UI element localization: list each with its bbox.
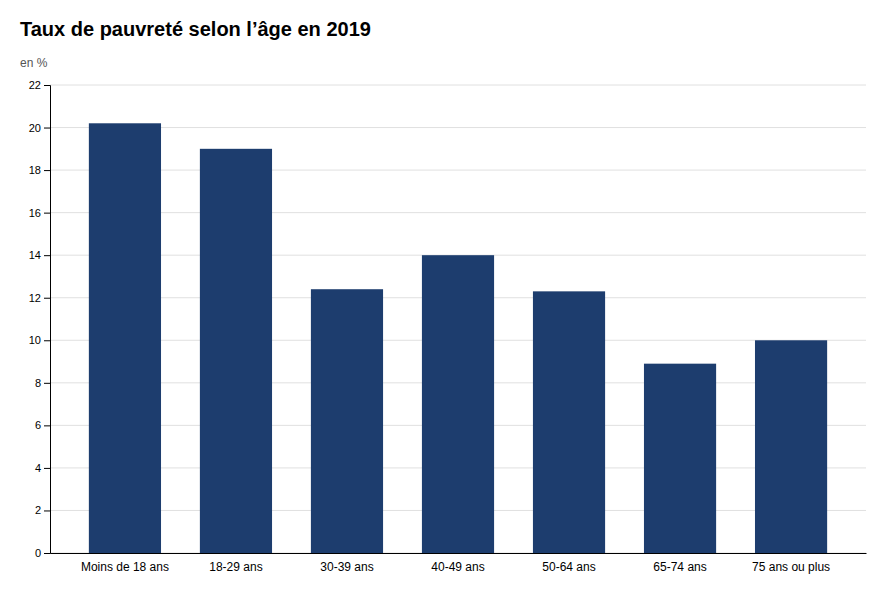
y-tick-label: 0 (35, 547, 41, 559)
x-tick: 75 ans ou plus (752, 560, 830, 574)
y-tick-mark (44, 255, 50, 256)
grid (50, 85, 866, 553)
x-tick: 30-39 ans (320, 560, 373, 574)
y-tick-mark (44, 298, 50, 299)
x-tick-label: 65-74 ans (653, 560, 706, 574)
y-tick: 16 (29, 207, 50, 219)
grid-line (50, 127, 866, 128)
y-tick: 8 (35, 377, 50, 389)
y-tick: 6 (35, 419, 50, 431)
x-tick-label: 30-39 ans (320, 560, 373, 574)
y-tick-label: 14 (29, 249, 41, 261)
x-tick-label: 50-64 ans (542, 560, 595, 574)
y-tick: 20 (29, 122, 50, 134)
y-tick-label: 16 (29, 207, 41, 219)
y-tick-mark (44, 170, 50, 171)
y-tick: 12 (29, 292, 50, 304)
bar (200, 149, 272, 553)
bar (311, 289, 383, 553)
y-tick-mark (44, 468, 50, 469)
x-tick: 40-49 ans (431, 560, 484, 574)
x-tick: Moins de 18 ans (81, 560, 169, 574)
y-tick: 2 (35, 504, 50, 516)
bar (89, 123, 161, 553)
y-axis: 0 2 4 6 8 10 12 14 16 18 20 22 (29, 79, 51, 559)
y-tick-label: 4 (35, 462, 41, 474)
grid-line (50, 170, 866, 171)
bars (89, 123, 827, 553)
y-tick: 4 (35, 462, 50, 474)
x-tick-label: 75 ans ou plus (752, 560, 830, 574)
bar (422, 255, 494, 553)
bar (755, 340, 827, 553)
y-tick-label: 18 (29, 164, 41, 176)
y-tick-mark (44, 425, 50, 426)
x-tick: 18-29 ans (209, 560, 262, 574)
axis-domain (44, 86, 51, 554)
y-tick: 18 (29, 164, 50, 176)
axis-domain (51, 553, 867, 554)
y-tick-label: 22 (29, 79, 41, 91)
x-tick-label: Moins de 18 ans (81, 560, 169, 574)
y-tick-mark (44, 213, 50, 214)
y-tick: 0 (35, 547, 50, 559)
plot: 0 2 4 6 8 10 12 14 16 18 20 22 Moins de 18 ans 18-29 … (29, 79, 867, 574)
y-tick-label: 12 (29, 292, 41, 304)
y-tick-mark (44, 340, 50, 341)
y-axis-label: en % (20, 56, 48, 70)
y-tick: 14 (29, 249, 50, 261)
y-tick-label: 20 (29, 122, 41, 134)
y-tick-label: 6 (35, 419, 41, 431)
x-tick-label: 18-29 ans (209, 560, 262, 574)
bar (644, 364, 716, 553)
x-axis: Moins de 18 ans 18-29 ans 30-39 ans 40-49 a… (51, 554, 867, 574)
bar (533, 291, 605, 553)
y-tick-mark (44, 383, 50, 384)
y-tick-mark (44, 510, 50, 511)
y-tick: 10 (29, 334, 50, 346)
grid-line (50, 212, 866, 213)
x-tick: 50-64 ans (542, 560, 595, 574)
y-tick-mark (44, 85, 50, 86)
grid-line (50, 85, 866, 86)
x-tick-label: 40-49 ans (431, 560, 484, 574)
y-tick-label: 2 (35, 504, 41, 516)
y-tick-label: 10 (29, 334, 41, 346)
y-tick: 22 (29, 79, 50, 91)
y-tick-mark (44, 553, 50, 554)
x-tick: 65-74 ans (653, 560, 706, 574)
chart-container: Taux de pauvreté selon l’âge en 2019 en %… (0, 0, 891, 598)
y-tick-label: 8 (35, 377, 41, 389)
title: Taux de pauvreté selon l’âge en 2019 (20, 18, 371, 40)
y-tick-mark (44, 128, 50, 129)
chart-svg: Taux de pauvreté selon l’âge en 2019 en %… (0, 0, 891, 598)
